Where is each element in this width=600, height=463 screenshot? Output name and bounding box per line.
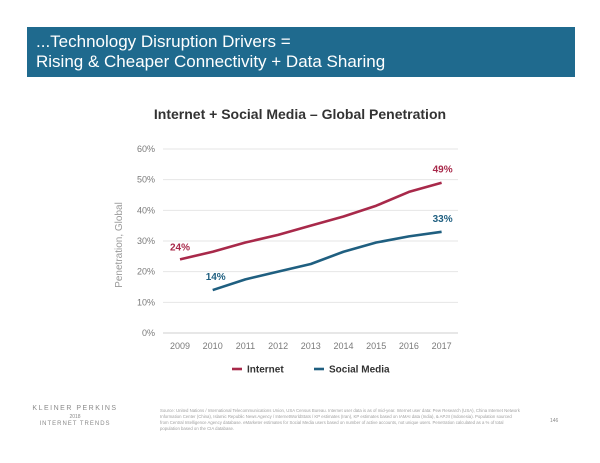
internet-start-label: 24% — [170, 242, 190, 253]
banner-title-line-2: Rising & Cheaper Connectivity + Data Sha… — [36, 52, 386, 71]
source-note: Source: United Nations / International T… — [160, 408, 520, 431]
legend: Internet Social Media — [232, 365, 390, 376]
title-banner: ...Technology Disruption Drivers = Risin… — [27, 27, 575, 77]
x-tick-label: 2009 — [170, 341, 190, 351]
data-labels: 24% 49% 14% 33% — [170, 165, 453, 283]
y-tick-label: 60% — [137, 144, 155, 154]
logo-line-1: KLEINER PERKINS — [32, 405, 118, 412]
x-tick-label: 2013 — [301, 341, 321, 351]
internet-line — [179, 181, 442, 261]
social-media-start-label: 14% — [206, 272, 226, 283]
x-axis-ticks: 2009 2010 2011 2012 2013 2014 2015 2016 2017 — [170, 341, 452, 351]
internet-end-label: 49% — [433, 165, 453, 176]
x-tick-label: 2017 — [432, 341, 452, 351]
x-tick-label: 2011 — [236, 341, 255, 351]
page-number: 146 — [550, 418, 559, 424]
x-tick-label: 2016 — [399, 341, 419, 351]
y-tick-label: 50% — [137, 175, 155, 185]
x-tick-label: 2014 — [333, 341, 353, 351]
series-lines — [179, 181, 442, 292]
social-media-line — [212, 230, 442, 292]
y-tick-label: 20% — [137, 267, 155, 277]
x-tick-label: 2012 — [268, 341, 288, 351]
social-media-end-label: 33% — [433, 214, 453, 225]
x-tick-label: 2015 — [366, 341, 386, 351]
y-tick-label: 10% — [137, 297, 155, 307]
logo-line-2: 2018 — [69, 414, 81, 420]
y-tick-label: 30% — [137, 236, 155, 246]
banner-title-line-1: ...Technology Disruption Drivers = — [36, 32, 291, 51]
legend-label-social-media: Social Media — [329, 365, 390, 376]
y-tick-label: 40% — [137, 205, 155, 215]
logo-line-3: INTERNET TRENDS — [39, 421, 111, 427]
y-axis-ticks: 0% 10% 20% 30% 40% 50% 60% — [137, 144, 155, 338]
legend-label-internet: Internet — [247, 365, 284, 376]
y-tick-label: 0% — [142, 328, 155, 338]
kleiner-perkins-logo: KLEINER PERKINS 2018 INTERNET TRENDS — [30, 405, 120, 427]
gridlines — [163, 148, 458, 334]
x-tick-label: 2010 — [203, 341, 223, 351]
chart-title: Internet + Social Media – Global Penetra… — [153, 106, 447, 122]
y-axis-label: Penetration, Global — [114, 202, 125, 288]
